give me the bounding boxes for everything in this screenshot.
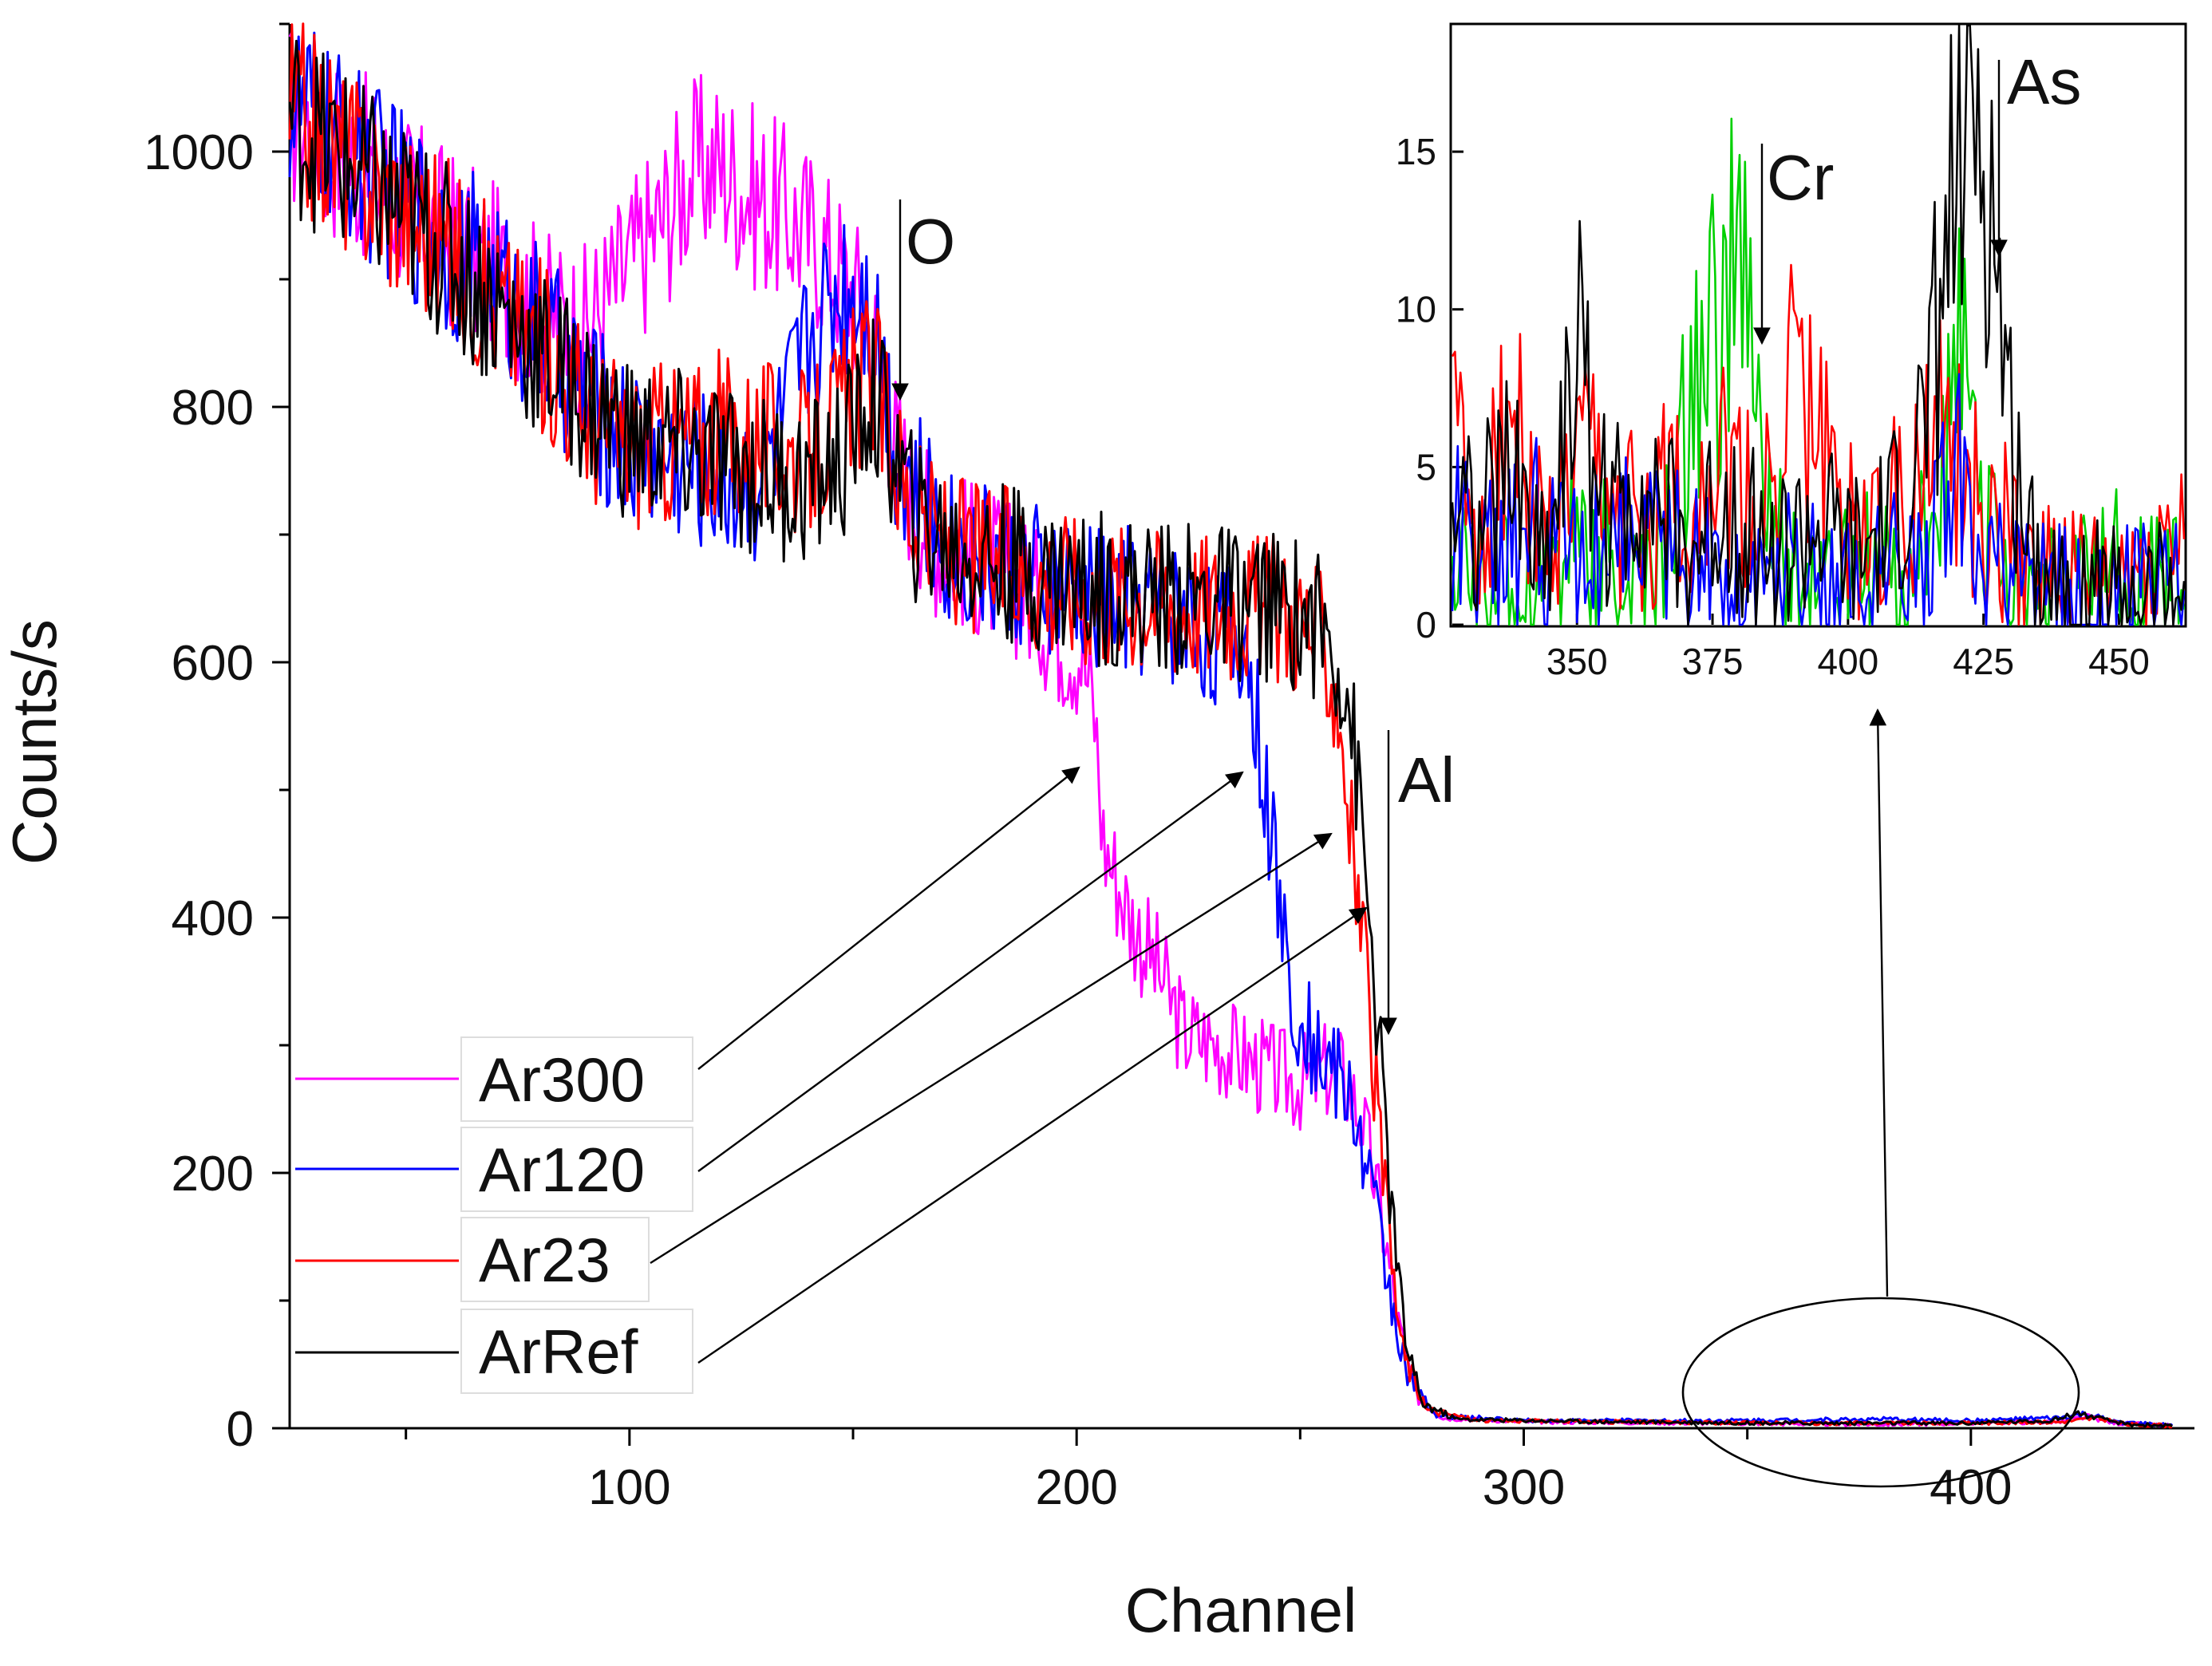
y-tick-label-800: 800 [172,381,254,436]
inset-x-tick-label-350: 350 [1546,641,1608,682]
arrow-ar120 [697,771,1244,1172]
series-ar120 [288,31,2174,1428]
series-arref [288,39,2173,1428]
inset-y-tick-label-5: 5 [1416,446,1436,488]
y-axis-title: Counts/s [0,619,69,865]
legend-box-ar120 [460,1127,693,1212]
legend-box-ar23 [460,1217,650,1302]
inset-x-tick-label-425: 425 [1953,641,2014,682]
arsenic-label: As [2007,46,2081,117]
y-tick-label-1000: 1000 [144,125,254,180]
legend-box-arref [460,1309,693,1394]
legend-label-ar300: Ar300 [479,1044,645,1115]
inset-x-tick-label-375: 375 [1682,641,1744,682]
legend-label-arref: ArRef [479,1317,638,1387]
y-tick-label-200: 200 [172,1147,254,1202]
edge-annotations: O Al [891,199,1455,1036]
inset-x-tick-label-400: 400 [1817,641,1878,682]
x-tick-label-400: 400 [1930,1460,2012,1515]
inset-y-tick-label-15: 15 [1396,131,1436,172]
legend: Ar300 Ar120 Ar23 ArRef [295,1036,693,1394]
legend-box-ar300 [460,1036,693,1122]
inset-ticks: 350 375 400 425 450 0 5 10 15 [1396,131,2150,682]
inset-plot: 350 375 400 425 450 0 5 10 15 Cr As [1396,22,2187,682]
legend-label-ar23: Ar23 [479,1225,610,1295]
legend-arrows [650,766,1368,1364]
x-tick-label-100: 100 [588,1460,670,1515]
inset-series-group [1451,24,2186,626]
oxygen-label: O [906,206,955,277]
x-tick-label-300: 300 [1483,1460,1565,1515]
arrow-ar300 [697,766,1080,1070]
zoom-region-ellipse [1681,1297,2080,1488]
main-series-group [288,22,2174,1429]
arrow-ar23 [650,832,1333,1265]
inset-series-black [1451,24,2186,626]
y-tick-label-600: 600 [172,636,254,691]
inset-y-tick-label-0: 0 [1416,604,1436,645]
y-tick-label-400: 400 [172,891,254,946]
zoom-arrow [1869,708,1889,1297]
inset-x-tick-label-450: 450 [2088,641,2150,682]
x-tick-label-200: 200 [1035,1460,1117,1515]
inset-y-tick-label-10: 10 [1396,289,1436,330]
arrow-arref [697,906,1368,1364]
chromium-label: Cr [1767,142,1834,213]
inset-series-blue [1451,373,2186,626]
x-axis-title: Channel [1125,1575,1357,1645]
aluminum-label: Al [1398,744,1455,815]
legend-label-ar120: Ar120 [479,1135,645,1205]
y-tick-label-0: 0 [227,1402,254,1457]
